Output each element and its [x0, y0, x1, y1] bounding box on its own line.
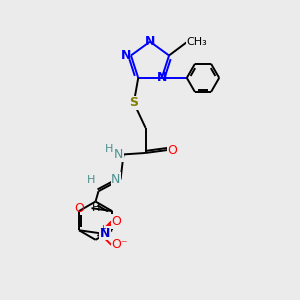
Text: N: N — [157, 71, 167, 84]
Text: CH₃: CH₃ — [187, 37, 208, 47]
Text: N: N — [121, 49, 131, 62]
Text: N: N — [111, 173, 121, 186]
Text: H: H — [87, 175, 95, 185]
Text: O: O — [168, 143, 178, 157]
Text: N: N — [114, 148, 124, 161]
Text: H: H — [105, 143, 113, 154]
Text: O: O — [111, 215, 121, 228]
Text: N: N — [100, 227, 110, 240]
Text: O⁻: O⁻ — [111, 238, 128, 251]
Text: H: H — [92, 203, 100, 213]
Text: O: O — [74, 202, 84, 215]
Text: +: + — [99, 224, 106, 233]
Text: N: N — [145, 35, 155, 48]
Text: S: S — [129, 96, 138, 110]
